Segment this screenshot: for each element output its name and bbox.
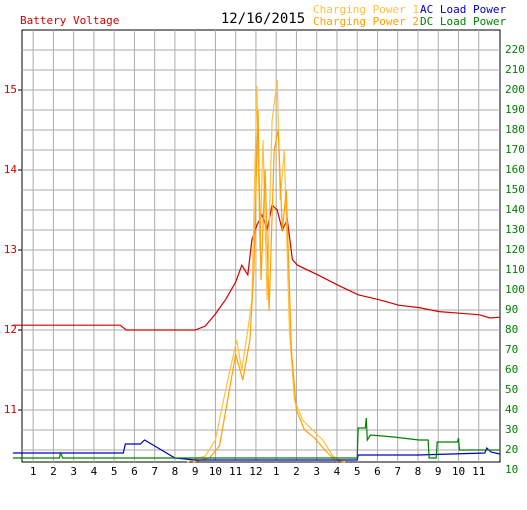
y2-tick-label: 10 [505,463,518,476]
x-tick-label: 5 [111,465,118,478]
x-tick-label: 10 [209,465,222,478]
y-tick-label: 15 [4,83,17,96]
x-tick-label: 11 [229,465,242,478]
x-tick-label: 4 [334,465,341,478]
x-tick-label: 9 [435,465,442,478]
legend-entry: Charging Power 2 [313,15,419,28]
x-tick-label: 3 [70,465,77,478]
chart-title: 12/16/2015 [221,11,305,27]
y2-tick-label: 100 [505,283,525,296]
y2-tick-label: 190 [505,103,525,116]
legend-entry: DC Load Power [420,15,506,28]
x-tick-label: 12 [249,465,262,478]
y-tick-label: 14 [4,163,18,176]
x-tick-label: 10 [452,465,465,478]
x-tick-label: 2 [50,465,57,478]
series-line [192,109,346,463]
x-tick-label: 3 [313,465,320,478]
y2-tick-label: 220 [505,43,525,56]
y2-tick-label: 20 [505,443,518,456]
y2-tick-label: 140 [505,203,525,216]
x-tick-label: 7 [394,465,401,478]
series-line [12,204,501,331]
y2-tick-label: 110 [505,263,525,276]
y2-tick-label: 200 [505,83,525,96]
x-tick-label: 1 [273,465,280,478]
y-tick-label: 12 [4,323,17,336]
y2-tick-label: 30 [505,423,518,436]
x-tick-label: 5 [354,465,361,478]
x-tick-label: 1 [30,465,37,478]
legend-entry: Charging Power 1 [313,3,419,16]
y2-tick-label: 170 [505,143,525,156]
x-tick-label: 4 [91,465,98,478]
y2-tick-label: 120 [505,243,525,256]
y2-tick-label: 50 [505,383,518,396]
y2-tick-label: 90 [505,303,518,316]
y2-tick-label: 130 [505,223,525,236]
x-tick-label: 7 [151,465,158,478]
x-tick-label: 2 [293,465,300,478]
legend-entry: Battery Voltage [20,14,119,27]
x-tick-label: 6 [374,465,381,478]
y-tick-label: 13 [4,243,17,256]
y2-tick-label: 150 [505,183,525,196]
series-line [12,417,500,459]
x-tick-label: 8 [415,465,422,478]
x-tick-label: 9 [192,465,199,478]
x-tick-label: 8 [172,465,179,478]
y-tick-label: 11 [4,403,17,416]
y2-tick-label: 60 [505,363,518,376]
x-tick-label: 11 [472,465,485,478]
y2-tick-label: 160 [505,163,525,176]
x-tick-label: 6 [131,465,138,478]
legend-entry: AC Load Power [420,3,506,16]
y2-tick-label: 180 [505,123,525,136]
y2-tick-label: 80 [505,323,518,336]
y2-tick-label: 210 [505,63,525,76]
series-line [186,79,344,463]
y2-tick-label: 40 [505,403,518,416]
y2-tick-label: 70 [505,343,518,356]
